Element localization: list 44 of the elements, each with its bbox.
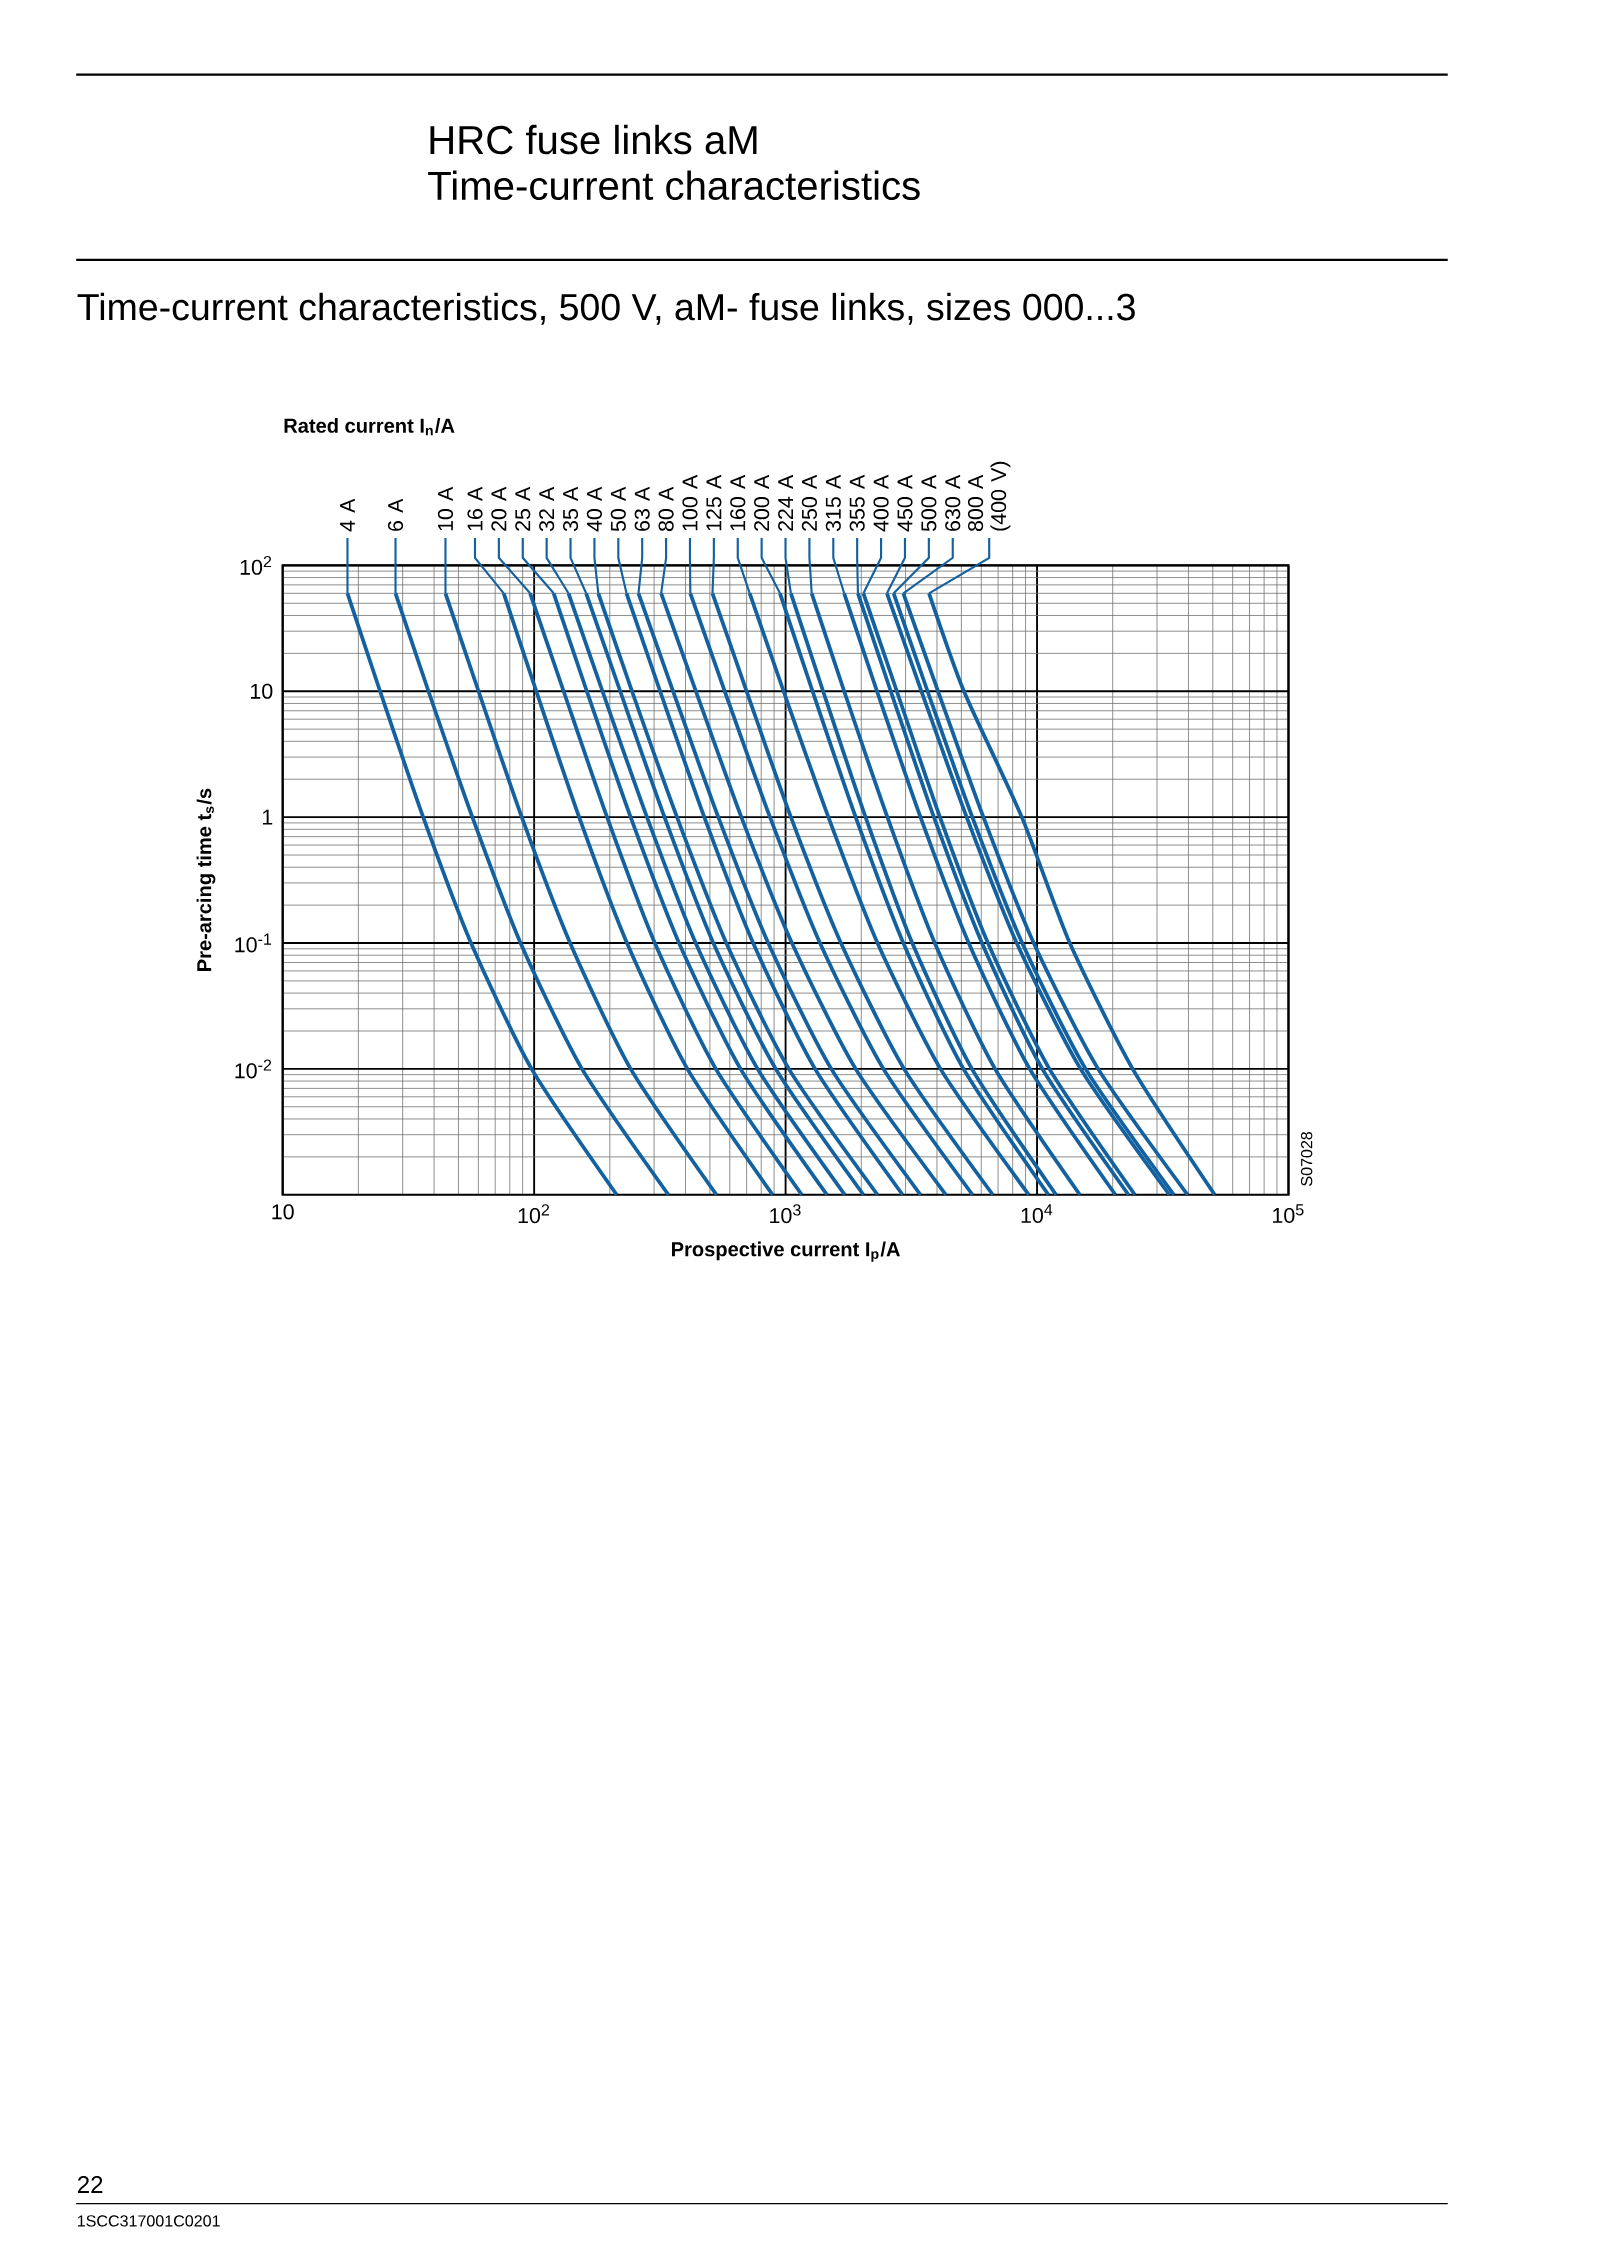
chart-subtitle: Time-current characteristics — [428, 170, 920, 201]
text: 16 A — [467, 486, 483, 531]
text: 630 A — [945, 474, 961, 531]
text: 1SCC317001C0201 — [77, 2215, 220, 2227]
y-tick-label: 10$^{2}$ — [240, 555, 272, 575]
text: 50 A — [610, 486, 626, 532]
x-tick-label: 10 — [272, 1204, 294, 1220]
text: 250 A — [801, 474, 817, 531]
x-tick-label: 10$^{2}$ — [518, 1204, 550, 1224]
text: 160 A — [730, 474, 746, 531]
text: 40 A — [586, 486, 602, 532]
x-axis-title: Prospective current I$_{p}$/A — [671, 1241, 900, 1262]
chart-title: HRC fuse links aM — [430, 124, 757, 155]
text: 22 — [77, 2176, 103, 2193]
text: 4 A — [340, 498, 355, 532]
text: 400 A — [873, 474, 889, 532]
text: 10 A — [437, 486, 454, 531]
y-tick-label: 10$^{-2}$ — [235, 1059, 272, 1079]
text: S07028 — [1300, 1131, 1313, 1186]
text: 200 A — [754, 474, 770, 531]
text: 6 A — [387, 498, 404, 531]
text: 125 A — [706, 474, 722, 531]
x-tick-label: 10$^{5}$ — [1273, 1204, 1304, 1224]
text: 800 A (400 V) — [967, 461, 1011, 532]
text: 20 A — [491, 486, 507, 531]
text: 63 A — [634, 486, 650, 531]
text: 224 A — [778, 474, 793, 531]
text: 315 A — [825, 474, 841, 532]
legend-title: Rated current I$_{n}$/A — [284, 418, 455, 436]
text: 500 A — [921, 474, 937, 532]
y-axis-title: Pre-arcing time t$_{s}$/s — [196, 788, 216, 971]
y-tick-label: 10$^{-1}$ — [235, 933, 272, 953]
text: 35 A — [562, 486, 579, 532]
text: 32 A — [539, 486, 555, 532]
text: 450 A — [897, 474, 913, 532]
y-tick-label: 10 — [250, 683, 273, 699]
text: 100 A — [682, 474, 698, 531]
x-tick-label: 10$^{4}$ — [1021, 1204, 1053, 1224]
x-tick-label: 10$^{3}$ — [770, 1204, 801, 1224]
text: 80 A — [658, 486, 674, 532]
text: 25 A — [515, 486, 531, 531]
text: 355 A — [849, 474, 865, 532]
text: Time-current characteristics, 500 V, aM- fuse links, sizes 000...3 — [77, 292, 1135, 325]
y-tick-label: 1 — [262, 809, 273, 825]
